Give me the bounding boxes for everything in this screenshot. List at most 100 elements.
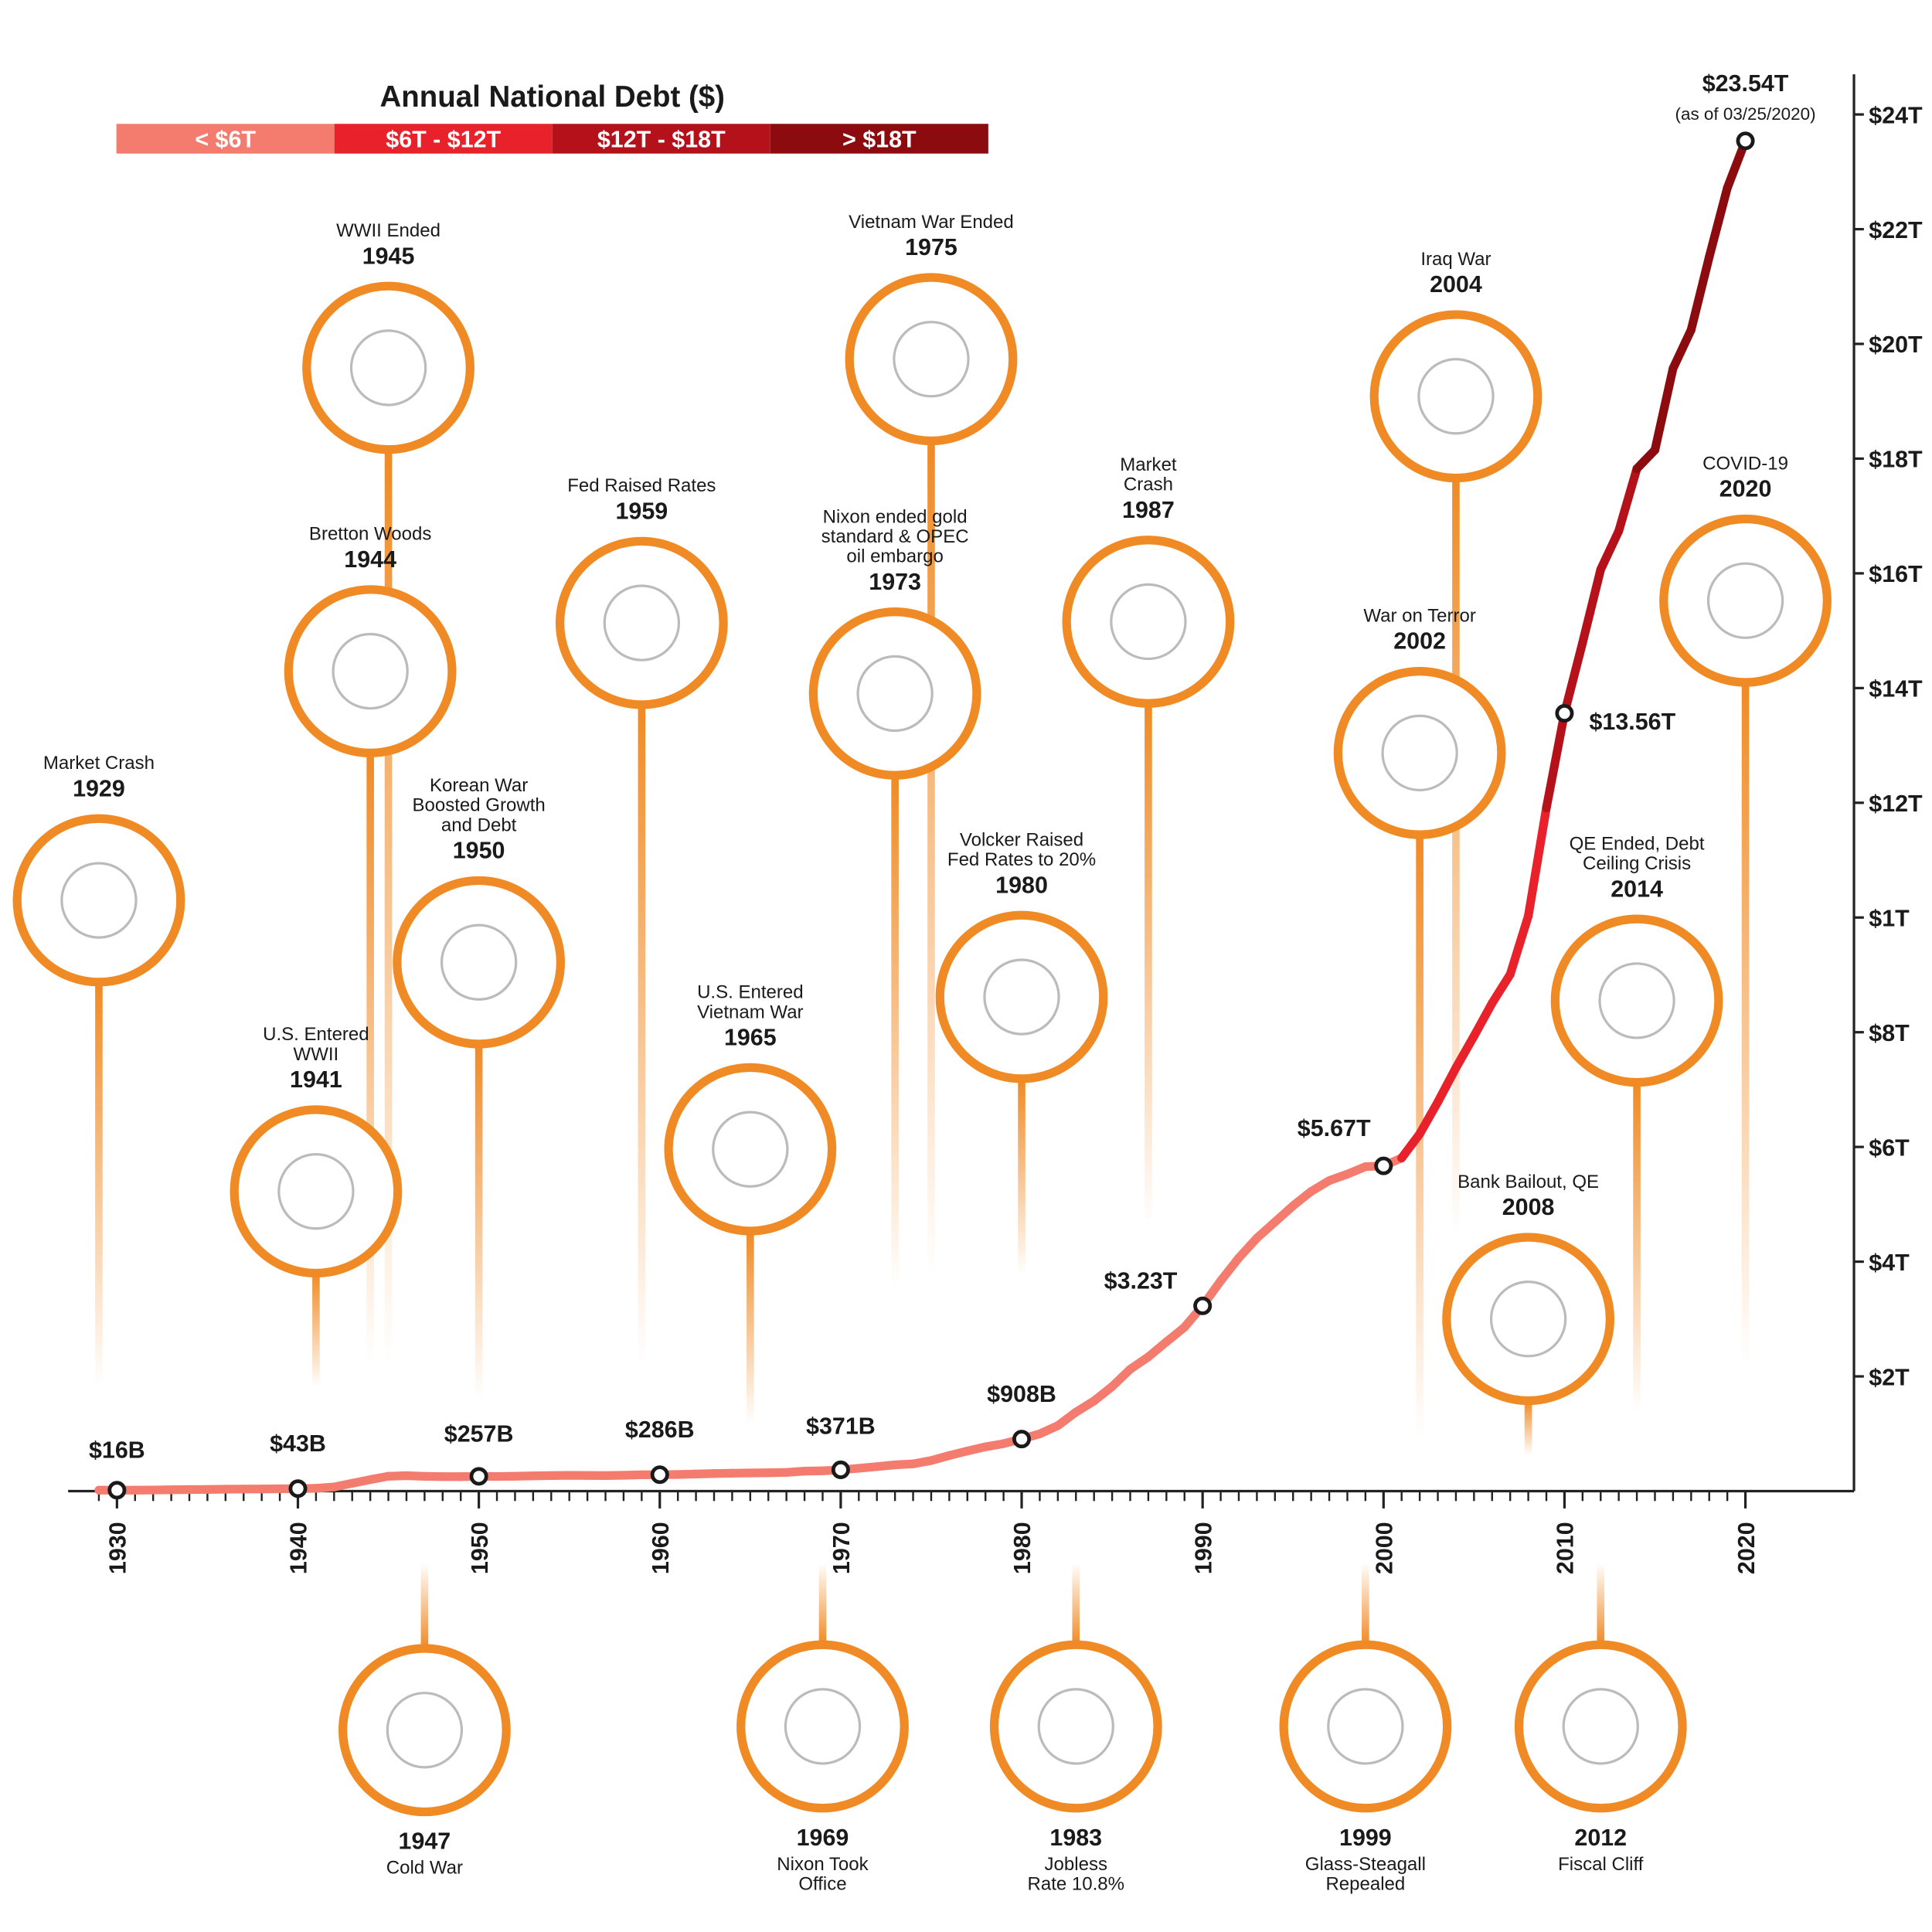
data-label: $16B xyxy=(89,1437,145,1464)
debt-line-segment xyxy=(1216,1253,1243,1286)
event-title: Vietnam War Ended xyxy=(849,212,1014,233)
debt-line-segment xyxy=(1614,464,1641,536)
debt-line-segment xyxy=(1596,526,1624,574)
event-circle xyxy=(284,585,457,757)
event-stem xyxy=(638,704,646,1362)
event-icon xyxy=(712,1111,789,1188)
data-point xyxy=(650,1465,669,1485)
y-tick-label: $18T xyxy=(1869,447,1923,473)
x-tick-label: 1940 xyxy=(286,1522,312,1574)
data-label: $13.56T xyxy=(1589,709,1675,735)
event-stem xyxy=(1362,1563,1369,1645)
event-year: 1983 xyxy=(1049,1825,1102,1851)
debt-line-segment xyxy=(1578,565,1605,648)
event-year: 1945 xyxy=(362,243,415,269)
data-label: $371B xyxy=(806,1413,876,1439)
y-tick-label: $12T xyxy=(1869,791,1923,817)
event-stem xyxy=(927,440,935,1276)
event-icon xyxy=(349,329,427,406)
event-icon xyxy=(1327,1688,1404,1765)
x-tick-label: 2020 xyxy=(1733,1522,1760,1574)
event-circle xyxy=(1333,666,1506,839)
x-tick-label: 1960 xyxy=(648,1522,674,1574)
event-title: Boosted Growth xyxy=(413,795,546,816)
event-title: Bank Bailout, QE xyxy=(1458,1172,1599,1192)
data-label: $23.54T xyxy=(1702,70,1789,97)
data-point xyxy=(107,1481,127,1500)
event-icon xyxy=(386,1692,464,1769)
event-stem xyxy=(891,775,899,1288)
x-tick-label: 1930 xyxy=(105,1522,131,1574)
event-circle xyxy=(1062,536,1235,708)
event-title: Volcker Raised xyxy=(960,830,1083,851)
debt-line-segment xyxy=(1542,709,1570,813)
legend-label: > $18T xyxy=(842,127,917,153)
data-point xyxy=(831,1460,850,1479)
event-year: 2004 xyxy=(1430,271,1482,298)
legend-swatch xyxy=(552,124,770,154)
event-icon xyxy=(1598,962,1675,1039)
debt-line-segment xyxy=(1505,911,1533,979)
event-icon xyxy=(983,958,1060,1036)
event-title: Market Crash xyxy=(43,753,155,774)
event-circle xyxy=(808,607,981,780)
x-tick-label: 1950 xyxy=(467,1522,493,1574)
data-point xyxy=(469,1467,488,1486)
event-stem xyxy=(1145,703,1152,1226)
legend-label: < $6T xyxy=(195,127,256,153)
event-circle xyxy=(989,1640,1162,1813)
x-tick-label: 1970 xyxy=(828,1522,855,1574)
event-title: Nixon Took xyxy=(777,1854,869,1875)
data-label: $5.67T xyxy=(1298,1115,1371,1141)
event-icon xyxy=(332,632,409,710)
y-tick-label: $6T xyxy=(1869,1134,1910,1161)
data-label: $257B xyxy=(444,1421,514,1447)
debt-line-segment xyxy=(1650,364,1678,454)
debt-line-segment xyxy=(1686,252,1714,335)
debt-line-segment xyxy=(1234,1233,1262,1263)
event-year: 1947 xyxy=(399,1828,451,1855)
event-stem xyxy=(1524,1400,1532,1456)
event-stem xyxy=(818,1563,827,1645)
event-icon xyxy=(1489,1281,1567,1358)
event-icon xyxy=(893,321,970,398)
debt-line-segment xyxy=(1433,1063,1461,1107)
event-title: oil embargo xyxy=(846,546,943,567)
event-year: 1975 xyxy=(905,234,957,260)
event-icon xyxy=(1037,1688,1114,1765)
event-title: U.S. Entered xyxy=(697,982,803,1003)
x-tick-label: 2000 xyxy=(1372,1522,1398,1574)
annotation: (as of 03/25/2020) xyxy=(1675,104,1816,124)
legend-label: $6T - $12T xyxy=(386,127,501,153)
event-year: 1969 xyxy=(797,1825,849,1851)
event-title: U.S. Entered xyxy=(263,1024,369,1045)
debt-line-segment xyxy=(1415,1097,1443,1138)
event-title: War on Terror xyxy=(1363,605,1475,626)
event-stem xyxy=(366,753,374,1362)
data-point xyxy=(1012,1430,1032,1449)
data-point xyxy=(1374,1156,1393,1175)
event-circle xyxy=(1659,514,1832,687)
event-stem xyxy=(747,1230,754,1424)
debt-line-segment xyxy=(1488,970,1515,1008)
debt-line-segment xyxy=(1632,445,1660,474)
event-title: Jobless xyxy=(1045,1854,1107,1875)
event-circle xyxy=(393,876,566,1049)
y-tick-label: $20T xyxy=(1869,332,1923,358)
event-title: Bretton Woods xyxy=(309,524,431,545)
event-circle xyxy=(664,1063,837,1236)
event-title: Vietnam War xyxy=(697,1002,803,1022)
event-stem xyxy=(1018,1078,1026,1276)
event-title: QE Ended, Debt xyxy=(1570,833,1705,854)
event-title: COVID-19 xyxy=(1702,453,1788,474)
event-icon xyxy=(1562,1688,1639,1765)
event-stem xyxy=(384,449,393,1362)
legend-title: Annual National Debt ($) xyxy=(379,80,725,114)
x-tick-label: 1980 xyxy=(1009,1522,1036,1574)
event-circle xyxy=(1369,310,1543,483)
event-title: Iraq War xyxy=(1420,249,1491,270)
legend-swatch xyxy=(770,124,988,154)
data-label: $908B xyxy=(987,1381,1056,1407)
event-year: 1999 xyxy=(1339,1825,1392,1851)
debt-line-segment xyxy=(1469,998,1497,1041)
